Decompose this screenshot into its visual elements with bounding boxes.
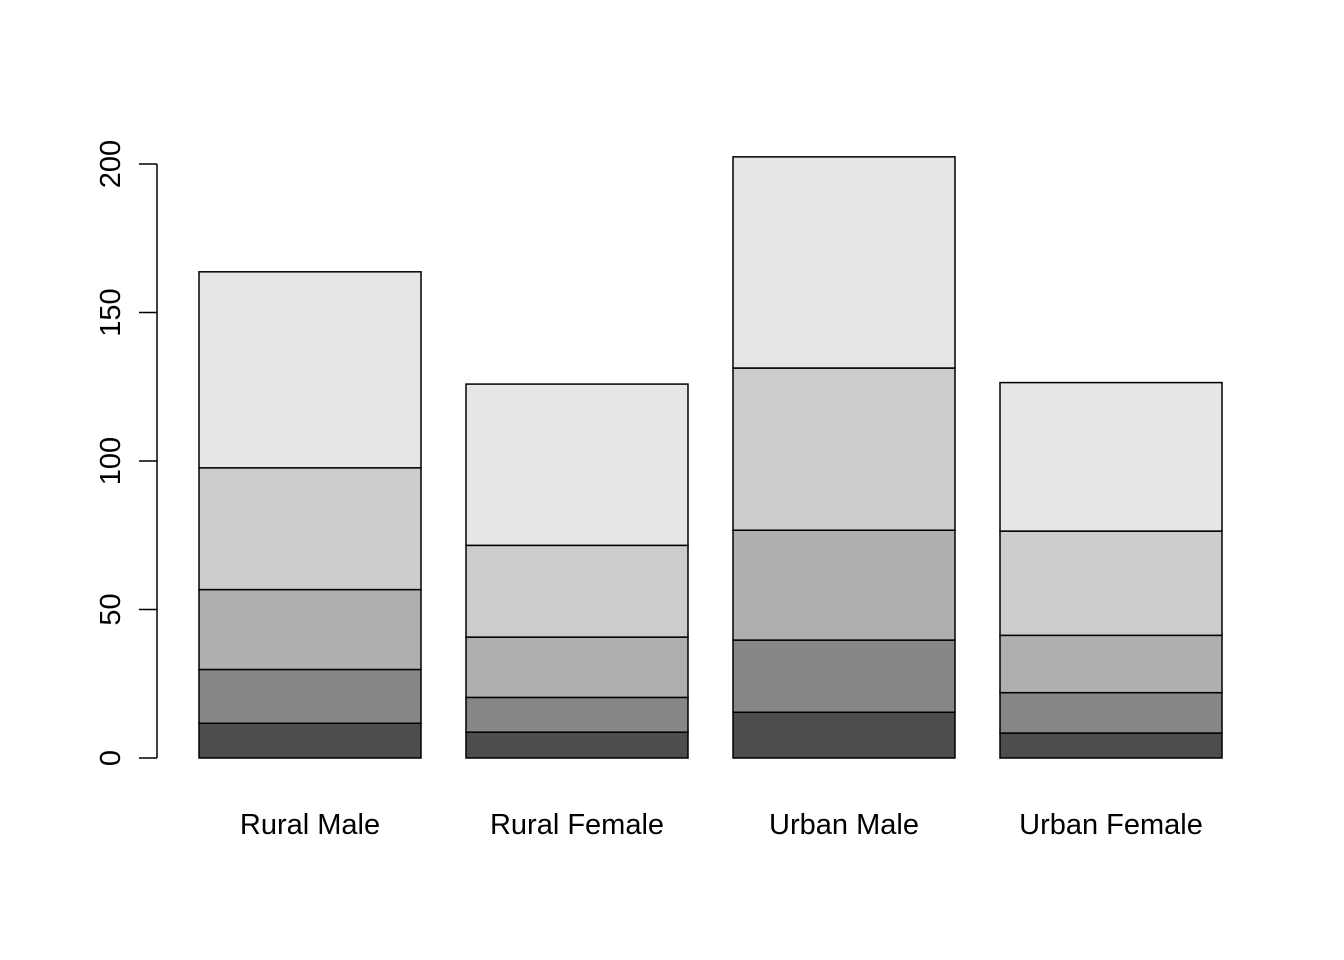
bar-segment: [198, 722, 422, 759]
bar-segment: [999, 691, 1223, 734]
bar-segment: [465, 544, 689, 638]
bar-segment: [732, 711, 956, 759]
bar-segment: [465, 383, 689, 547]
bar-segment: [465, 731, 689, 759]
x-category-label: Rural Female: [490, 809, 664, 841]
y-tick-label: 0: [95, 750, 127, 766]
bar-segment: [732, 156, 956, 369]
y-tick-label: 150: [95, 288, 127, 336]
bars-group: [198, 156, 1223, 759]
y-axis: 0 50 100 150 200: [95, 140, 158, 766]
bar-segment: [732, 529, 956, 641]
bar-segment: [999, 381, 1223, 532]
bar-segment: [198, 588, 422, 671]
y-tick-label: 200: [95, 140, 127, 188]
x-category-label: Urban Male: [769, 809, 919, 841]
bar-segment: [198, 668, 422, 725]
x-category-label: Rural Male: [240, 809, 380, 841]
bar-segment: [198, 271, 422, 469]
bar-segment: [999, 530, 1223, 637]
y-tick-label: 50: [95, 593, 127, 625]
bar-segment: [732, 639, 956, 714]
bar-segment: [465, 636, 689, 699]
x-axis-labels: Rural Male Rural Female Urban Male Urban Fe…: [240, 809, 1203, 841]
y-tick-label: 100: [95, 437, 127, 485]
bar-segment: [198, 467, 422, 591]
bar-segment: [999, 732, 1223, 759]
x-category-label: Urban Female: [1019, 809, 1203, 841]
bar-segment: [732, 367, 956, 531]
bar-segment: [465, 696, 689, 733]
bar-segment: [999, 634, 1223, 694]
